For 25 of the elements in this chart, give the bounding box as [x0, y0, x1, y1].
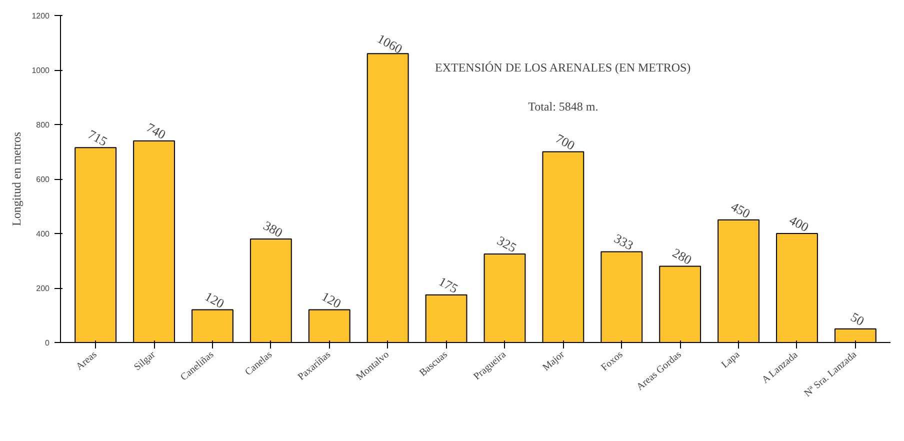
y-tick-label: 1200	[32, 12, 50, 20]
data-label: 325	[494, 232, 520, 256]
y-tick-label: 400	[36, 230, 50, 238]
text: Total: 5848 m.	[528, 100, 598, 114]
data-label: 400	[786, 212, 812, 235]
x-tick-label: Lapa	[720, 348, 742, 371]
y-tick-label: 1000	[32, 66, 50, 75]
data-label: 700	[553, 130, 578, 154]
y-tick-label: 600	[36, 175, 50, 184]
text: EXTENSIÓN DE LOS ARENALES (EN METROS)	[435, 60, 691, 74]
y-axis-title: Longitud en metros	[10, 132, 24, 226]
data-label: 120	[202, 288, 227, 312]
data-label: 333	[612, 230, 636, 254]
data-label: 450	[728, 198, 753, 222]
data-label: 380	[260, 218, 286, 240]
data-label: 1060	[374, 30, 405, 57]
data-label: 715	[86, 126, 110, 149]
data-label: 50	[848, 309, 867, 329]
y-tick-label: 200	[36, 284, 50, 293]
y-tick-label: 0	[45, 338, 50, 348]
data-label: 740	[144, 120, 168, 142]
data-label: 120	[319, 288, 344, 312]
data-label: 280	[670, 244, 694, 268]
y-tick-label: 800	[36, 120, 50, 130]
data-label: 175	[436, 274, 461, 296]
